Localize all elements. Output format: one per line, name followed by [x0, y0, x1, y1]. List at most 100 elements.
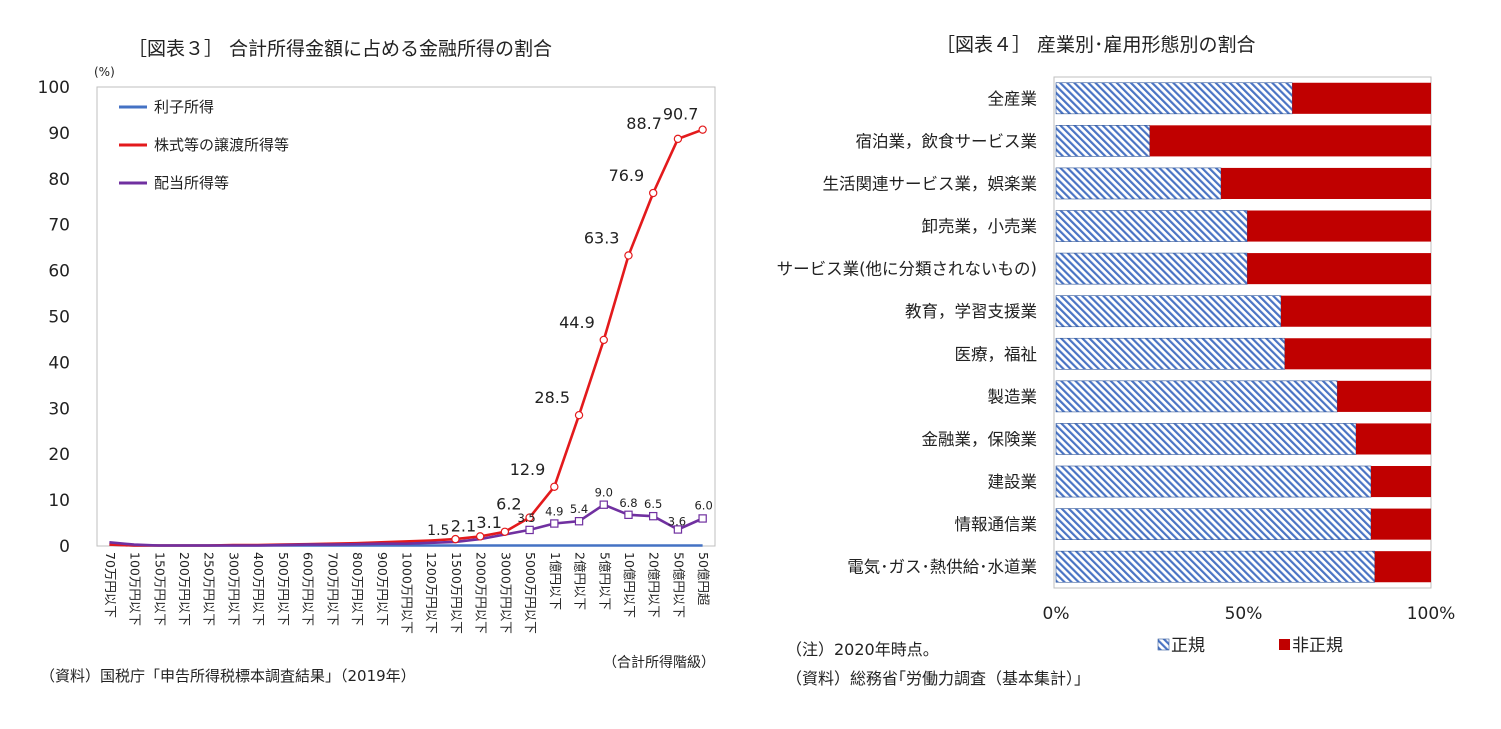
left-x-tick-label: 700万円以下	[325, 552, 340, 626]
right-chart-title: ［図表４］ 産業別･雇用形態別の割合	[936, 34, 1256, 56]
right-legend-label: 正規	[1171, 636, 1205, 656]
stock-data-label: 3.1	[476, 513, 501, 532]
left-legend-label: 配当所得等	[154, 174, 229, 192]
regular-bar	[1055, 295, 1282, 328]
right-category-label: 全産業	[988, 89, 1038, 108]
stock-point	[500, 527, 510, 536]
nonregular-bar	[1247, 210, 1431, 242]
left-y-axis: 0 10 20 30 40 50 60 70 80 90 100	[38, 78, 70, 557]
right-category-label: 金融業，保険業	[922, 430, 1038, 449]
dividend-data-label: 4.9	[545, 505, 563, 519]
left-x-tick-label: 50億円超	[696, 552, 711, 606]
left-y-tick-label: 90	[48, 124, 70, 144]
left-x-tick-label: 2億円以下	[573, 552, 588, 610]
line-series-1	[109, 128, 704, 547]
stock-point	[451, 534, 460, 544]
regular-bar	[1055, 550, 1376, 583]
left-x-tick-label: 3000万円以下	[498, 552, 513, 634]
right-category-label: 情報通信業	[955, 515, 1038, 534]
right-category-label: 宿泊業，飲食サービス業	[856, 132, 1038, 151]
left-x-tick-label: 300万円以下	[226, 552, 241, 626]
dividend-data-label: 9.0	[595, 486, 613, 500]
stock-point	[574, 410, 584, 420]
stock-data-label: 90.7	[663, 105, 699, 124]
right-category-label: 教育，学習支援業	[905, 302, 1037, 321]
left-y-tick-label: 60	[48, 262, 70, 282]
regular-bar	[1055, 423, 1357, 455]
right-category-labels: 全産業宿泊業，飲食サービス業生活関連サービス業，娯楽業卸売業，小売業サービス業(…	[777, 89, 1037, 576]
left-x-tick-label: 1000万円以下	[400, 552, 415, 634]
right-plot-frame	[1053, 76, 1432, 589]
right-note: （注）2020年時点。	[786, 640, 939, 659]
dividend-data-label: 6.8	[619, 496, 637, 510]
dividend-data-label: 5.4	[570, 502, 588, 516]
right-category-label: 建設業	[988, 473, 1038, 492]
nonregular-bar	[1356, 423, 1431, 455]
left-x-tick-label: 50億円以下	[671, 552, 686, 618]
stock-point	[599, 335, 608, 345]
stock-point	[673, 134, 683, 144]
nonregular-bar	[1374, 551, 1431, 583]
dividend-data-label: 6.0	[694, 498, 712, 512]
dividend-point	[624, 510, 633, 519]
stock-point	[475, 532, 485, 541]
left-y-tick-label: 30	[48, 399, 70, 419]
dividend-data-label: 3.6	[668, 514, 686, 528]
nonregular-bar	[1371, 508, 1431, 540]
left-x-tick-label: 600万円以下	[301, 552, 316, 626]
left-x-axis-title: （合計所得階級）	[603, 654, 715, 671]
stock-data-label: 2.1	[451, 516, 476, 535]
left-y-tick-label: 10	[48, 491, 70, 511]
stock-data-label: 28.5	[534, 388, 570, 407]
line-series-2	[109, 503, 704, 547]
left-x-axis: 70万円以下 100万円以下 150万円以下 200万円以下 250万円以下 300万円以…	[103, 552, 711, 634]
stock-point	[624, 251, 633, 260]
left-legend-label: 利子所得	[154, 98, 214, 116]
right-x-tick-label: 0%	[1043, 604, 1070, 624]
nonregular-bar	[1371, 465, 1431, 498]
right-category-label: 電気･ガス･熱供給･水道業	[847, 558, 1037, 577]
dividend-point	[574, 517, 584, 526]
regular-bar	[1055, 337, 1286, 370]
left-series-markers	[451, 125, 707, 544]
right-category-label: 生活関連サービス業，娯楽業	[823, 174, 1038, 193]
left-y-tick-label: 100	[38, 78, 70, 98]
regular-bar	[1055, 210, 1248, 242]
left-y-tick-label: 0	[59, 537, 70, 557]
left-y-tick-label: 80	[48, 170, 70, 190]
stock-data-label: 76.9	[609, 166, 645, 185]
stock-point	[698, 125, 707, 134]
left-y-tick-label: 50	[48, 308, 70, 328]
dividend-data-label: 6.5	[644, 497, 662, 511]
left-x-tick-label: 200万円以下	[177, 552, 192, 626]
regular-bar	[1055, 125, 1151, 157]
right-legend-swatch	[1279, 639, 1290, 650]
stock-point	[550, 482, 559, 491]
left-x-tick-label: 20億円以下	[647, 552, 662, 618]
nonregular-bar	[1337, 380, 1431, 412]
left-x-tick-label: 5000万円以下	[523, 552, 538, 634]
right-bars	[1055, 82, 1431, 583]
left-x-tick-label: 1億円以下	[548, 552, 563, 610]
left-x-tick-label: 250万円以下	[202, 552, 217, 626]
dividend-point	[550, 519, 559, 528]
regular-bar	[1055, 380, 1338, 413]
dividend-point	[648, 511, 658, 521]
dividend-point	[673, 525, 683, 534]
nonregular-bar	[1247, 253, 1431, 285]
nonregular-bar	[1284, 338, 1431, 370]
left-x-tick-label: 70万円以下	[103, 552, 118, 618]
right-source: （資料）総務省｢労働力調査（基本集計）｣	[786, 669, 1082, 688]
regular-bar	[1055, 508, 1372, 540]
left-x-tick-label: 5億円以下	[597, 552, 612, 610]
nonregular-bar	[1281, 295, 1431, 327]
stock-point	[525, 513, 534, 522]
nonregular-bar	[1221, 167, 1431, 200]
left-plot-frame	[96, 86, 716, 547]
left-chart-title: ［図表３］ 合計所得金額に占める金融所得の割合	[128, 38, 552, 60]
dividend-point	[698, 514, 707, 523]
regular-bar	[1055, 252, 1248, 285]
left-x-tick-label: 900万円以下	[375, 552, 390, 626]
